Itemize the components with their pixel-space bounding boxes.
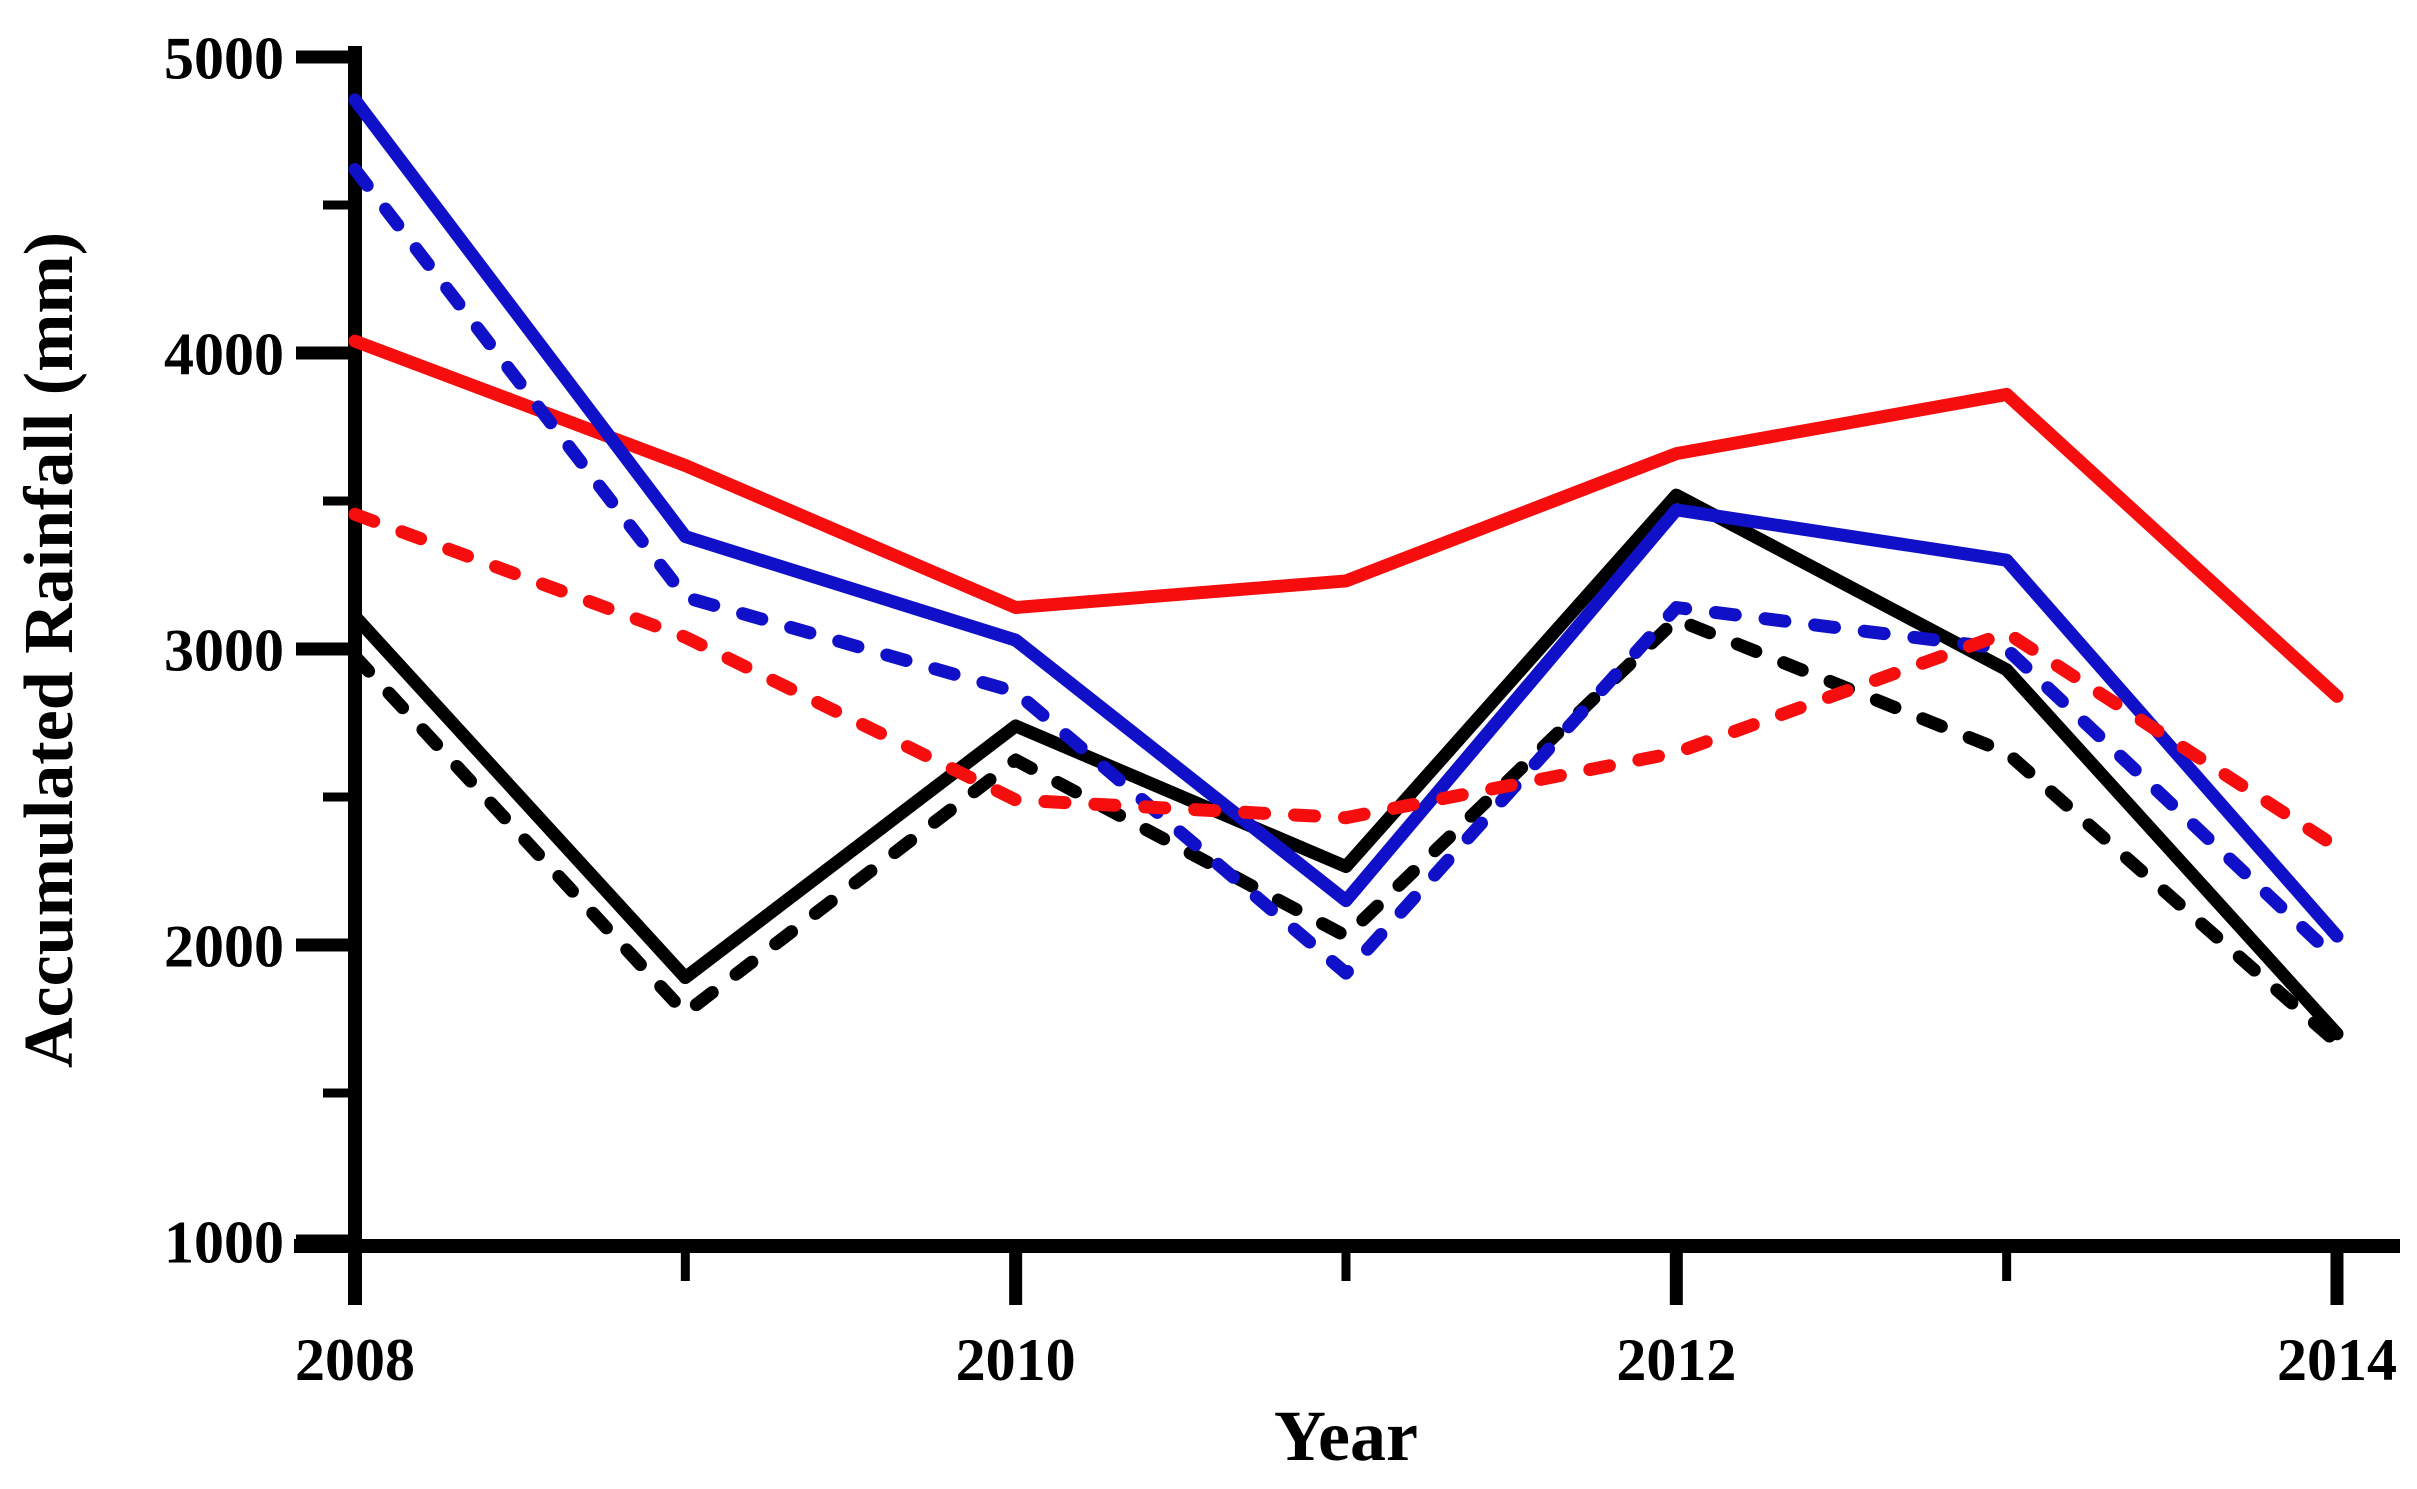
x-tick-label-2014: 2014 (2277, 1327, 2397, 1393)
y-axis-title: Accumulated Rainfall (mm) (11, 232, 88, 1068)
series-line-blue-dashed (348, 162, 2344, 980)
x-tick-label-2012: 2012 (1616, 1327, 1736, 1393)
series-lines (348, 93, 2344, 1050)
y-tick-label-4000: 4000 (164, 322, 284, 388)
series-line-black-solid (348, 488, 2344, 1041)
y-tick-label-1000: 1000 (164, 1210, 284, 1276)
series-line-blue-solid (348, 93, 2344, 943)
axes (294, 46, 2400, 1305)
x-tick-label-2010: 2010 (956, 1327, 1076, 1393)
series-line-red-solid (348, 334, 2344, 703)
y-tick-label-2000: 2000 (164, 914, 284, 980)
y-tick-label-3000: 3000 (164, 618, 284, 684)
y-tick-label-5000: 5000 (164, 26, 284, 92)
x-tick-label-2008: 2008 (295, 1327, 415, 1393)
x-axis-title: Year (1274, 1396, 1418, 1476)
series-line-red-dashed (348, 507, 2344, 854)
